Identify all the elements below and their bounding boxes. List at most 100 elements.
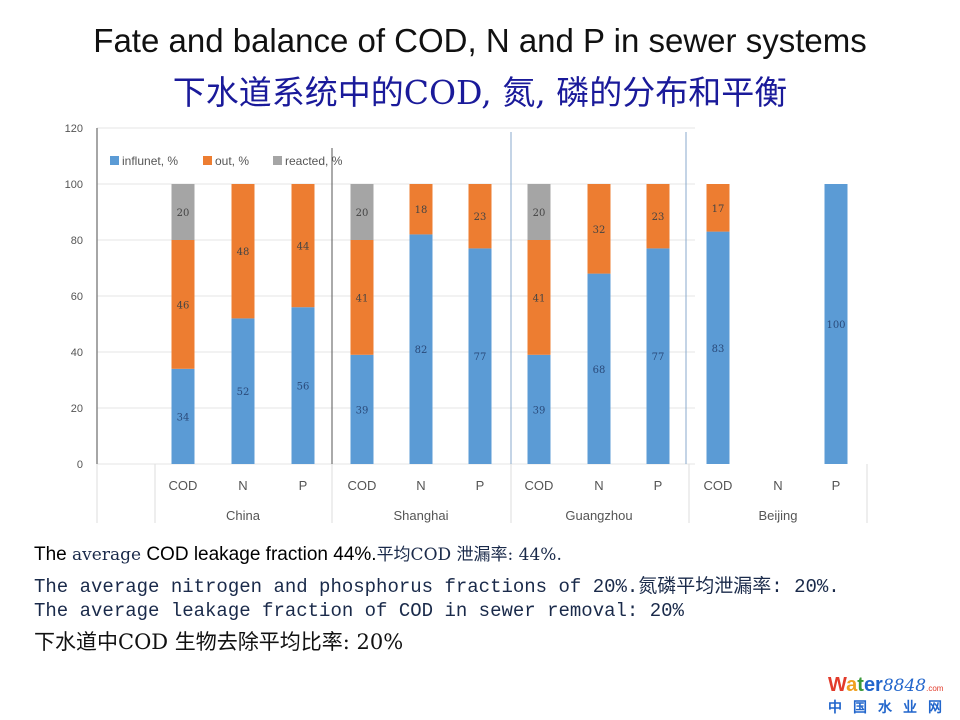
legend-swatch bbox=[110, 156, 119, 165]
water8848-logo: Water8848.com 中国水业网 bbox=[828, 674, 954, 717]
data-label: 100 bbox=[826, 320, 845, 331]
note-line-2: The average nitrogen and phosphorus frac… bbox=[34, 576, 840, 598]
x-category-label: N bbox=[416, 478, 425, 493]
x-category-label: COD bbox=[169, 478, 198, 493]
bar-segment-influnet bbox=[646, 248, 670, 464]
data-label: 41 bbox=[356, 293, 369, 304]
bar-segment-out bbox=[587, 184, 611, 274]
y-tick-label: 80 bbox=[71, 235, 83, 247]
bar-segment-influnet bbox=[706, 231, 730, 464]
data-label: 48 bbox=[237, 247, 250, 258]
bar-segment-out bbox=[527, 240, 551, 355]
x-category-label: COD bbox=[704, 478, 733, 493]
legend-label: reacted, % bbox=[285, 154, 343, 168]
note-line-1: The average COD leakage fraction 44%.平均C… bbox=[34, 540, 562, 566]
bars bbox=[171, 184, 848, 464]
y-tick-label: 0 bbox=[77, 459, 83, 471]
data-label: 20 bbox=[177, 208, 190, 219]
x-category-label: P bbox=[654, 478, 663, 493]
note-line-4: 下水道中COD 生物去除平均比率: 20% bbox=[34, 630, 404, 654]
data-labels: 34 46 20 52 48 56 44 39 41 20 82 18 77 23 39 41 20 68 32 77… bbox=[177, 204, 846, 424]
bar-segment-reacted bbox=[171, 184, 195, 240]
x-group-label: Shanghai bbox=[394, 508, 449, 523]
data-label: 39 bbox=[356, 405, 369, 416]
y-tick-label: 60 bbox=[71, 291, 83, 303]
bar-segment-out bbox=[231, 184, 255, 319]
data-label: 39 bbox=[533, 405, 546, 416]
data-label: 52 bbox=[237, 387, 250, 398]
bar-segment-influnet bbox=[468, 248, 492, 464]
data-label: 23 bbox=[474, 212, 487, 223]
logo-a: a bbox=[846, 674, 858, 696]
note-line-1-a: The bbox=[34, 544, 67, 565]
bar-segment-out bbox=[409, 184, 433, 235]
logo-com: .com bbox=[926, 684, 944, 693]
bar-segment-out bbox=[171, 240, 195, 369]
bar-segment-influnet bbox=[824, 184, 848, 464]
logo-w: W bbox=[828, 674, 847, 696]
y-tick-label: 40 bbox=[71, 347, 83, 359]
data-label: 32 bbox=[593, 225, 606, 236]
logo-number: 8848 bbox=[882, 676, 927, 696]
data-label: 68 bbox=[593, 365, 606, 376]
bar-segment-influnet bbox=[587, 273, 611, 464]
y-tick-label: 120 bbox=[65, 123, 83, 135]
data-label: 77 bbox=[652, 352, 665, 363]
data-label: 20 bbox=[533, 208, 546, 219]
note-line-1-b: average bbox=[72, 545, 142, 565]
data-label: 46 bbox=[177, 300, 190, 311]
note-line-3: The average leakage fraction of COD in s… bbox=[34, 600, 684, 622]
y-axis-ticks: 0 20 40 60 80 100 120 bbox=[65, 123, 83, 471]
bar-segment-influnet bbox=[231, 318, 255, 464]
x-category-label: COD bbox=[348, 478, 377, 493]
data-label: 56 bbox=[297, 382, 310, 393]
x-category-label: N bbox=[773, 478, 782, 493]
x-group-label: Beijing bbox=[758, 508, 797, 523]
x-category-label: P bbox=[299, 478, 308, 493]
legend-label: out, % bbox=[215, 154, 249, 168]
x-category-label: N bbox=[238, 478, 247, 493]
logo-t: t bbox=[857, 674, 864, 696]
bar-segment-influnet bbox=[171, 368, 195, 464]
data-label: 83 bbox=[712, 344, 725, 355]
bar-segment-out bbox=[468, 184, 492, 249]
x-group-label: Guangzhou bbox=[565, 508, 632, 523]
bar-segment-influnet bbox=[527, 354, 551, 464]
bar-segment-reacted bbox=[350, 184, 374, 240]
x-category-label: COD bbox=[525, 478, 554, 493]
bar-segment-influnet bbox=[291, 307, 315, 464]
logo-er: er bbox=[863, 674, 883, 696]
x-category-label: N bbox=[594, 478, 603, 493]
x-group-label: China bbox=[226, 508, 261, 523]
bar-segment-out bbox=[706, 184, 730, 232]
legend-swatch bbox=[273, 156, 282, 165]
data-label: 18 bbox=[415, 205, 428, 216]
data-label: 17 bbox=[712, 204, 725, 215]
gridlines bbox=[96, 127, 695, 465]
data-label: 23 bbox=[652, 212, 665, 223]
data-label: 20 bbox=[356, 208, 369, 219]
legend: influnet, % out, % reacted, % bbox=[110, 154, 343, 168]
data-label: 82 bbox=[415, 345, 428, 356]
legend-swatch bbox=[203, 156, 212, 165]
y-tick-label: 100 bbox=[65, 179, 83, 191]
y-tick-label: 20 bbox=[71, 403, 83, 415]
note-line-1-d: 平均COD 泄漏率: 44%. bbox=[376, 545, 562, 565]
note-line-1-c: COD leakage fraction 44%. bbox=[141, 544, 377, 565]
bar-segment-reacted bbox=[527, 184, 551, 240]
slide-title-english: Fate and balance of COD, N and P in sewe… bbox=[93, 22, 867, 59]
x-axis: COD N P COD N P COD N P COD N P China Shanghai Guangzh… bbox=[96, 464, 868, 523]
bar-segment-out bbox=[350, 240, 374, 355]
bar-segment-out bbox=[291, 184, 315, 308]
data-label: 34 bbox=[177, 412, 190, 423]
x-category-label: P bbox=[832, 478, 841, 493]
data-label: 77 bbox=[474, 352, 487, 363]
bar-segment-influnet bbox=[409, 234, 433, 464]
slide-title-chinese: 下水道系统中的COD, 氮, 磷的分布和平衡 bbox=[172, 73, 788, 112]
data-label: 44 bbox=[297, 242, 310, 253]
x-category-label: P bbox=[476, 478, 485, 493]
legend-label: influnet, % bbox=[122, 154, 178, 168]
logo-chinese: 中国水业网 bbox=[828, 700, 953, 716]
data-label: 41 bbox=[533, 293, 546, 304]
stacked-bar-chart: 0 20 40 60 80 100 120 34 46 20 52 48 56 44 39 41 20 82 18… bbox=[65, 123, 868, 523]
